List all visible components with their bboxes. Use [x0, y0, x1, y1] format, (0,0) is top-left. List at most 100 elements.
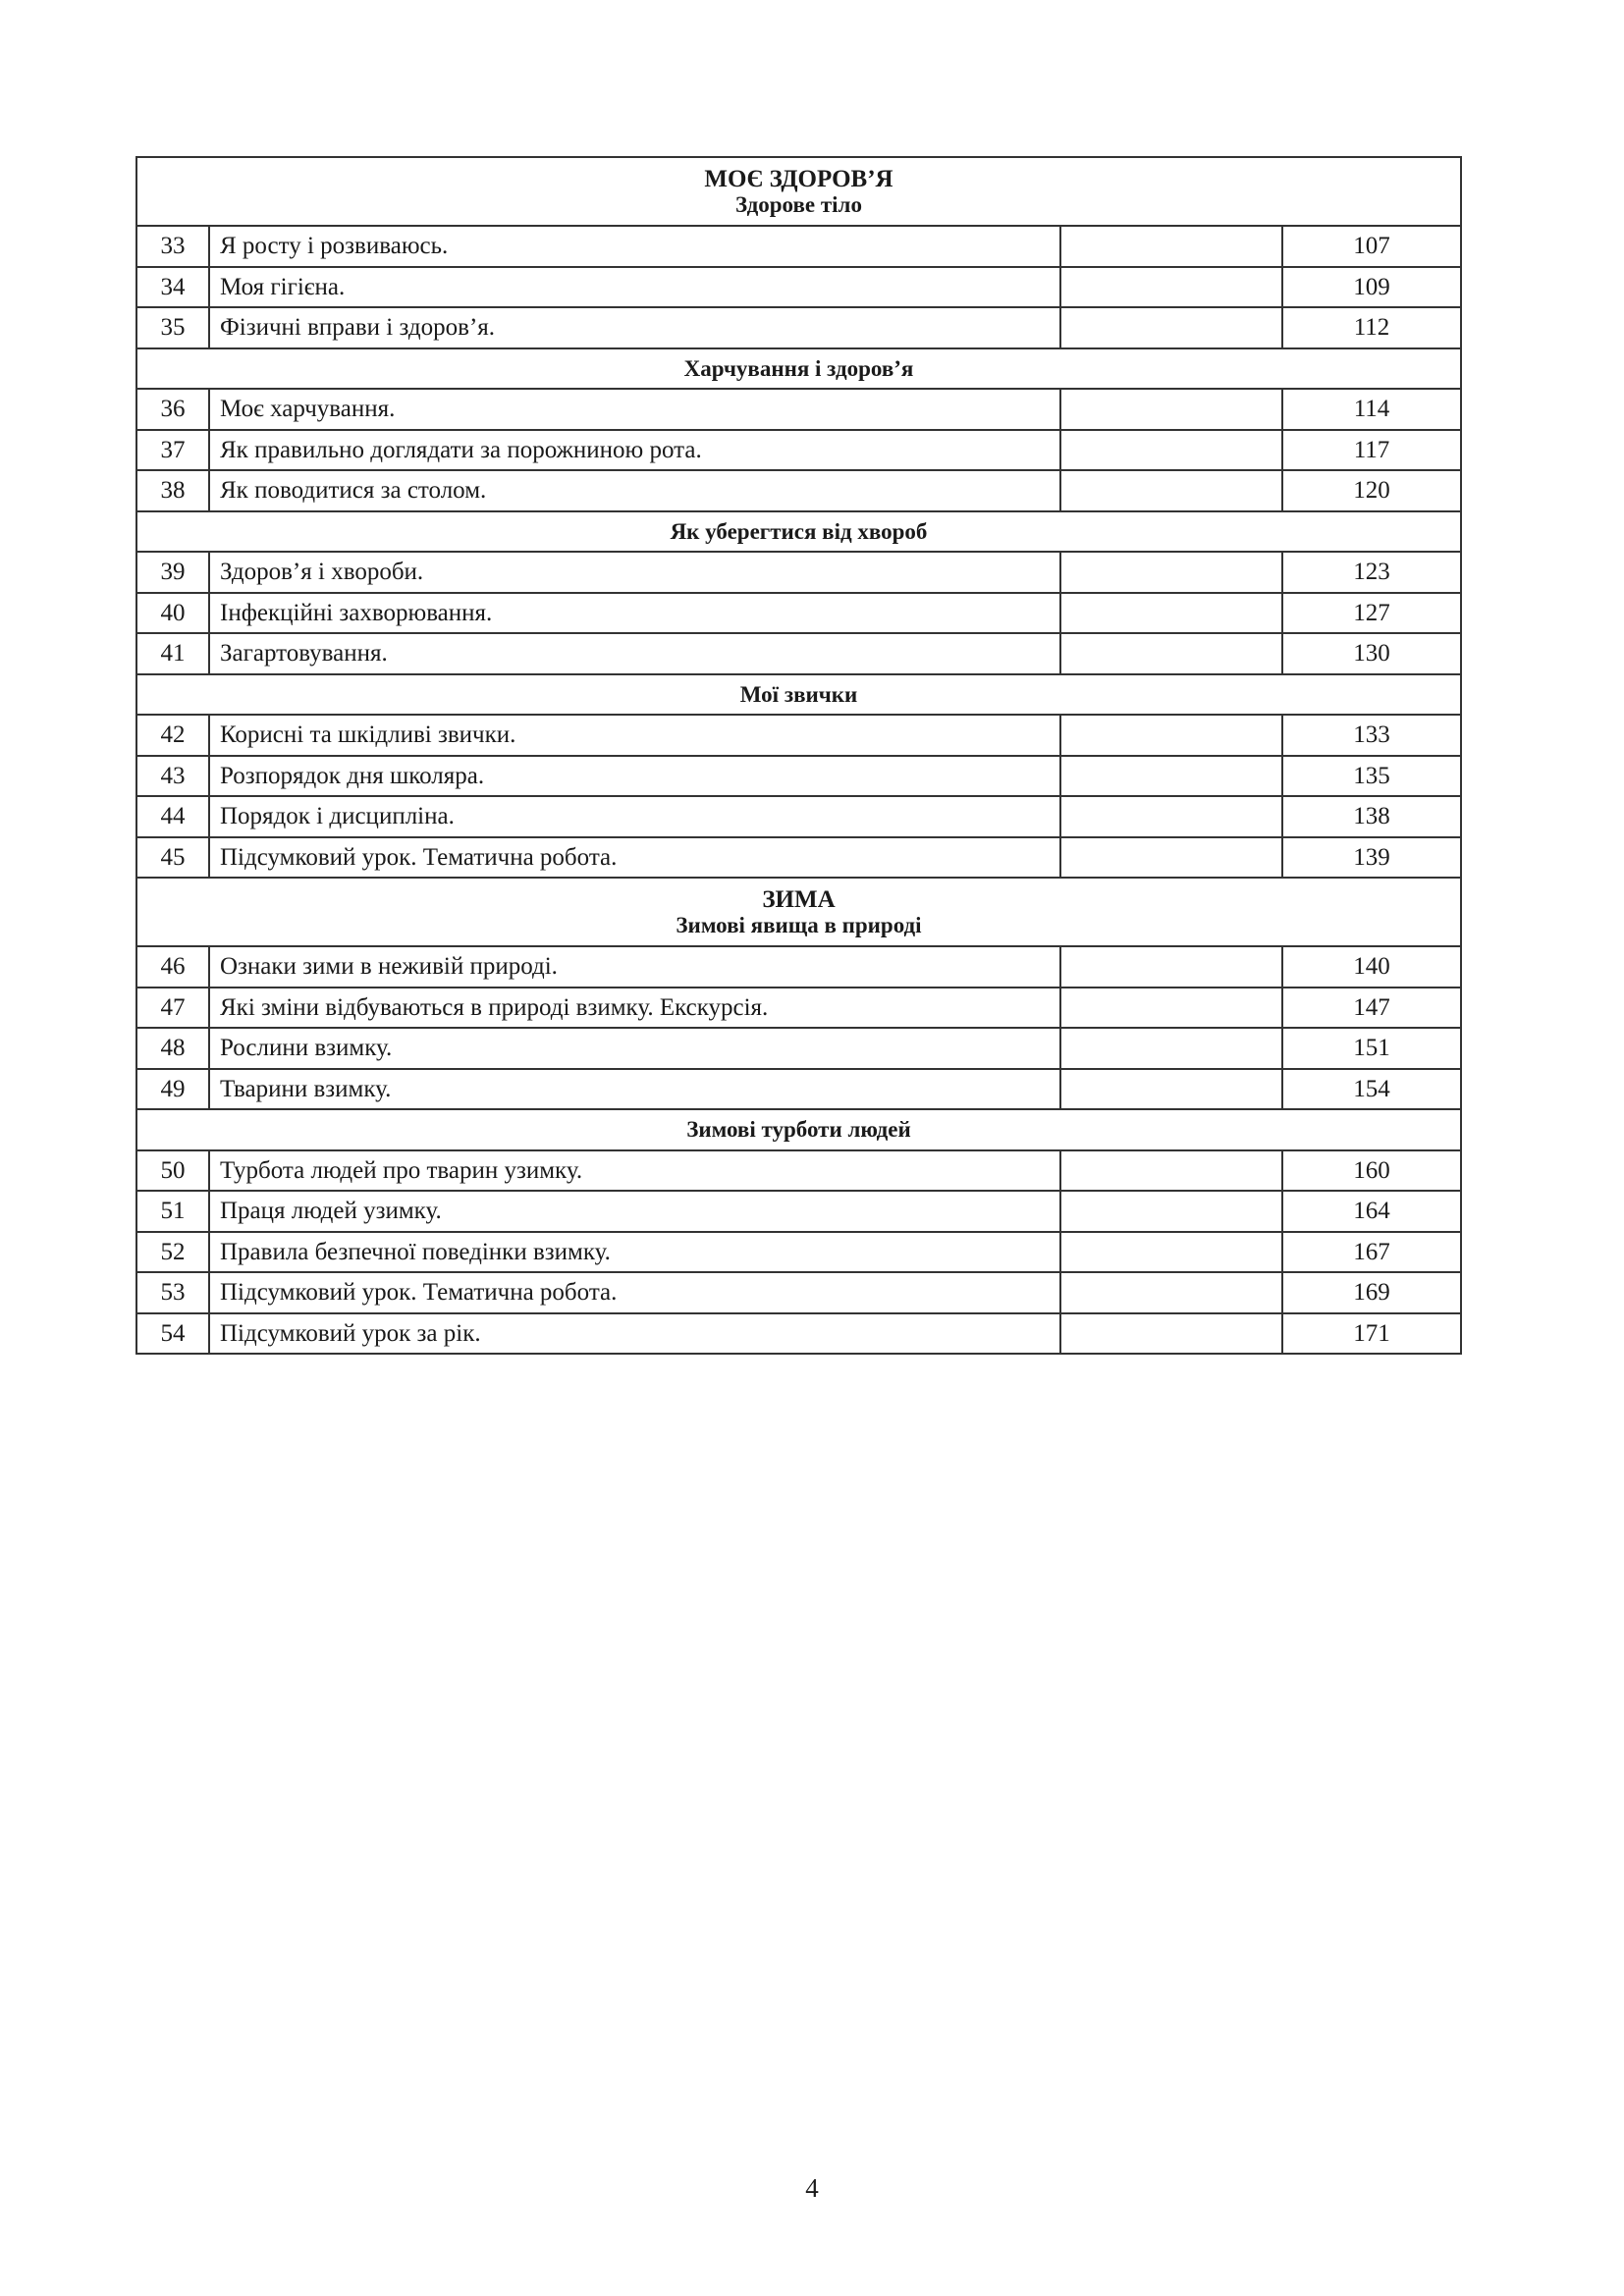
page-ref: 140 — [1281, 945, 1462, 988]
table-row: 40 Інфекційні захворювання. 127 — [135, 591, 1462, 634]
section-header: Харчування і здоров’я — [135, 347, 1462, 390]
table-row: 37 Як правильно доглядати за порожниною р… — [135, 428, 1462, 471]
lesson-number: 46 — [135, 945, 210, 988]
page-ref: 160 — [1281, 1148, 1462, 1192]
page-ref: 139 — [1281, 835, 1462, 879]
table-row: 36 Моє харчування. 114 — [135, 388, 1462, 431]
section-header: ЗИМА Зимові явища в природі — [135, 877, 1462, 947]
empty-cell — [1059, 835, 1283, 879]
lesson-number: 48 — [135, 1027, 210, 1070]
empty-cell — [1059, 551, 1283, 594]
table-row: 47 Які зміни відбуваються в природі взимк… — [135, 986, 1462, 1029]
lesson-number: 37 — [135, 428, 210, 471]
table-row: 50 Турбота людей про тварин узимку. 160 — [135, 1148, 1462, 1192]
page-ref: 114 — [1281, 388, 1462, 431]
page-ref: 135 — [1281, 754, 1462, 797]
empty-cell — [1059, 1148, 1283, 1192]
lesson-title: Моє харчування. — [208, 388, 1061, 431]
page-ref: 151 — [1281, 1027, 1462, 1070]
lesson-number: 47 — [135, 986, 210, 1029]
table-row: 43 Розпорядок дня школяра. 135 — [135, 754, 1462, 797]
table-row: 35 Фізичні вправи і здоров’я. 112 — [135, 306, 1462, 349]
section-subtitle: Зимові турботи людей — [686, 1117, 911, 1143]
lesson-number: 36 — [135, 388, 210, 431]
page-ref: 127 — [1281, 591, 1462, 634]
table-row: 52 Правила безпечної поведінки взимку. 167 — [135, 1230, 1462, 1273]
lesson-title: Інфекційні захворювання. — [208, 591, 1061, 634]
empty-cell — [1059, 986, 1283, 1029]
empty-cell — [1059, 1271, 1283, 1314]
table-row: 33 Я росту і розвиваюсь. 107 — [135, 225, 1462, 268]
lesson-title: Я росту і розвиваюсь. — [208, 225, 1061, 268]
table-row: 46 Ознаки зими в неживій природі. 140 — [135, 945, 1462, 988]
lesson-title: Ознаки зими в неживій природі. — [208, 945, 1061, 988]
section-subtitle: Мої звички — [739, 681, 858, 707]
lesson-number: 38 — [135, 469, 210, 512]
section-title: ЗИМА — [762, 886, 836, 913]
lesson-title: Розпорядок дня школяра. — [208, 754, 1061, 797]
lesson-number: 43 — [135, 754, 210, 797]
table-row: 39 Здоров’я і хвороби. 123 — [135, 551, 1462, 594]
section-subtitle: Як уберегтися від хвороб — [670, 518, 928, 544]
page-ref: 130 — [1281, 632, 1462, 675]
lesson-number: 35 — [135, 306, 210, 349]
section-subtitle: Здорове тіло — [735, 192, 862, 217]
empty-cell — [1059, 591, 1283, 634]
lesson-number: 53 — [135, 1271, 210, 1314]
table-row: 41 Загартовування. 130 — [135, 632, 1462, 675]
lesson-title: Як правильно доглядати за порожниною рот… — [208, 428, 1061, 471]
page-ref: 171 — [1281, 1311, 1462, 1355]
lesson-number: 54 — [135, 1311, 210, 1355]
table-row: 44 Порядок і дисципліна. 138 — [135, 795, 1462, 838]
empty-cell — [1059, 945, 1283, 988]
lesson-title: Підсумковий урок за рік. — [208, 1311, 1061, 1355]
lesson-title: Рослини взимку. — [208, 1027, 1061, 1070]
page-ref: 117 — [1281, 428, 1462, 471]
table-row: 53 Підсумковий урок. Тематична робота. 169 — [135, 1271, 1462, 1314]
page-ref: 147 — [1281, 986, 1462, 1029]
lesson-title: Турбота людей про тварин узимку. — [208, 1148, 1061, 1192]
table-row: 48 Рослини взимку. 151 — [135, 1027, 1462, 1070]
lesson-number: 41 — [135, 632, 210, 675]
page-ref: 167 — [1281, 1230, 1462, 1273]
empty-cell — [1059, 714, 1283, 757]
lesson-number: 34 — [135, 265, 210, 308]
page-ref: 107 — [1281, 225, 1462, 268]
page-ref: 123 — [1281, 551, 1462, 594]
page-ref: 120 — [1281, 469, 1462, 512]
lesson-title: Здоров’я і хвороби. — [208, 551, 1061, 594]
lesson-title: Загартовування. — [208, 632, 1061, 675]
table-row: 45 Підсумковий урок. Тематична робота. 139 — [135, 835, 1462, 879]
lesson-number: 49 — [135, 1067, 210, 1110]
lesson-title: Фізичні вправи і здоров’я. — [208, 306, 1061, 349]
lesson-title: Праця людей узимку. — [208, 1190, 1061, 1233]
page-ref: 138 — [1281, 795, 1462, 838]
empty-cell — [1059, 225, 1283, 268]
page-ref: 164 — [1281, 1190, 1462, 1233]
empty-cell — [1059, 428, 1283, 471]
lesson-title: Підсумковий урок. Тематична робота. — [208, 1271, 1061, 1314]
empty-cell — [1059, 795, 1283, 838]
lesson-number: 40 — [135, 591, 210, 634]
lesson-number: 33 — [135, 225, 210, 268]
lesson-number: 50 — [135, 1148, 210, 1192]
empty-cell — [1059, 265, 1283, 308]
section-header: Мої звички — [135, 672, 1462, 716]
section-header: МОЄ ЗДОРОВ’Я Здорове тіло — [135, 156, 1462, 227]
lesson-title: Моя гігієна. — [208, 265, 1061, 308]
lesson-number: 39 — [135, 551, 210, 594]
lesson-number: 42 — [135, 714, 210, 757]
lesson-title: Підсумковий урок. Тематична робота. — [208, 835, 1061, 879]
lesson-title: Правила безпечної поведінки взимку. — [208, 1230, 1061, 1273]
table-row: 51 Праця людей узимку. 164 — [135, 1190, 1462, 1233]
lesson-title: Як поводитися за столом. — [208, 469, 1061, 512]
empty-cell — [1059, 306, 1283, 349]
page-ref: 112 — [1281, 306, 1462, 349]
table-row: 54 Підсумковий урок за рік. 171 — [135, 1311, 1462, 1355]
lesson-title: Тварини взимку. — [208, 1067, 1061, 1110]
lesson-title: Порядок і дисципліна. — [208, 795, 1061, 838]
page-number: 4 — [805, 2173, 819, 2203]
page-ref: 169 — [1281, 1271, 1462, 1314]
empty-cell — [1059, 1067, 1283, 1110]
empty-cell — [1059, 388, 1283, 431]
